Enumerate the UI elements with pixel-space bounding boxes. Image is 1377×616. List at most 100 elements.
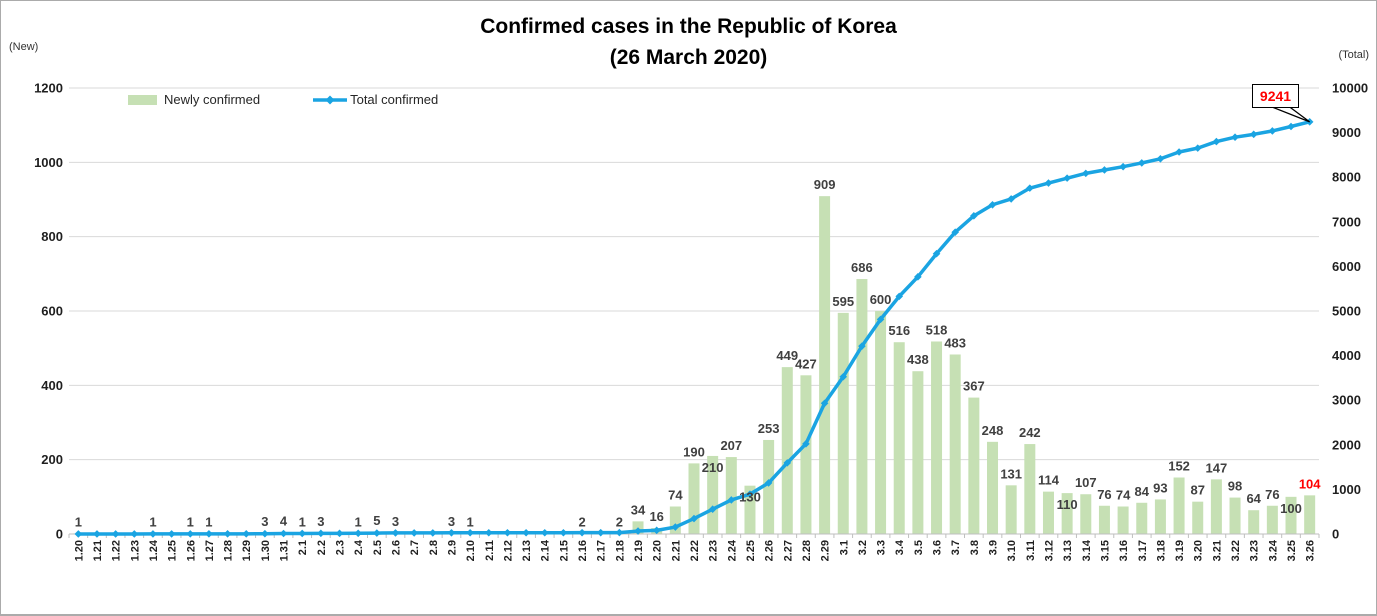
bar-value-label: 5 [373, 513, 380, 528]
chart-title: Confirmed cases in the Republic of Korea… [1, 11, 1376, 73]
bar-value-label: 248 [982, 423, 1004, 438]
x-axis-date-label: 2.28 [801, 540, 813, 561]
bar-newly-confirmed [1098, 505, 1110, 534]
bar-newly-confirmed [1210, 479, 1222, 534]
bar-value-label: 74 [1116, 487, 1131, 502]
chart-title-line2: (26 March 2020) [609, 46, 768, 69]
bar-value-label: 84 [1135, 484, 1150, 499]
legend-item-total-confirmed[interactable]: Total confirmed [312, 92, 438, 107]
x-axis-date-label: 2.18 [614, 540, 626, 561]
line-marker-diamond [1044, 179, 1053, 187]
right-axis-tick-label: 0 [1332, 527, 1339, 542]
bar-newly-confirmed [1304, 495, 1316, 534]
line-marker-diamond [540, 528, 549, 537]
right-axis-tick-label: 2000 [1332, 437, 1361, 452]
right-axis-tick-label: 5000 [1332, 304, 1361, 319]
x-axis-date-label: 3.14 [1081, 539, 1093, 561]
x-axis-date-label: 3.17 [1137, 540, 1149, 561]
legend-item-newly-confirmed[interactable]: Newly confirmed [128, 92, 260, 107]
left-axis-tick-label: 400 [41, 378, 63, 393]
bar-value-label: 34 [631, 502, 646, 517]
bar-value-label: 98 [1228, 479, 1242, 494]
bar-newly-confirmed [1042, 491, 1054, 534]
bar-value-label: 130 [739, 490, 761, 505]
line-marker-diamond [802, 440, 810, 448]
x-axis-date-label: 3.18 [1155, 540, 1167, 561]
x-axis-date-label: 2.29 [820, 540, 832, 561]
legend-label-newly-confirmed: Newly confirmed [164, 92, 261, 107]
line-marker-diamond [93, 530, 101, 538]
line-marker-diamond [354, 529, 362, 538]
bar-newly-confirmed [819, 196, 831, 534]
x-axis-date-label: 2.11 [484, 540, 496, 561]
bar-newly-confirmed [856, 279, 868, 534]
line-marker-diamond [167, 530, 176, 538]
bar-newly-confirmed [987, 441, 999, 534]
bar-value-label: 600 [870, 292, 892, 307]
bar-value-label: 2 [578, 514, 585, 529]
total-confirmed-swatch-icon [313, 95, 348, 104]
x-axis-date-label: 1.25 [167, 540, 179, 561]
line-marker-diamond [447, 528, 456, 537]
x-axis-date-label: 3.16 [1118, 540, 1130, 561]
bar-newly-confirmed [669, 506, 681, 534]
line-marker-diamond [410, 529, 418, 537]
bar-newly-confirmed [744, 485, 756, 534]
line-marker-diamond [764, 479, 773, 487]
bar-value-label: 1 [355, 515, 362, 530]
x-axis-date-label: 1.24 [148, 539, 160, 561]
x-axis-date-label: 2.16 [577, 540, 589, 561]
bar-value-label: 518 [926, 322, 948, 337]
x-axis-date-label: 2.8 [428, 540, 440, 555]
line-marker-diamond [130, 530, 139, 538]
x-axis-date-label: 3.1 [838, 540, 850, 555]
bar-value-label: 87 [1190, 483, 1204, 498]
bar-newly-confirmed [688, 463, 700, 534]
bar-newly-confirmed [1024, 444, 1036, 534]
line-marker-diamond [876, 315, 885, 324]
line-marker-diamond [1007, 195, 1015, 203]
x-axis-date-label: 3.25 [1286, 540, 1298, 561]
x-axis-date-label: 3.6 [932, 540, 944, 555]
right-axis-tick-label: 4000 [1332, 348, 1361, 363]
line-marker-diamond [298, 529, 307, 538]
x-axis-date-label: 3.3 [876, 540, 888, 555]
line-marker-diamond [522, 528, 530, 537]
line-marker-diamond [335, 529, 344, 538]
left-axis-tick-label: 800 [41, 229, 63, 244]
x-axis-date-label: 3.20 [1193, 540, 1205, 561]
line-marker-diamond [205, 530, 213, 538]
bar-newly-confirmed [912, 371, 924, 534]
line-marker-diamond [708, 505, 717, 514]
line-marker-diamond [820, 399, 829, 408]
x-axis-date-label: 2.22 [689, 540, 701, 561]
line-marker-diamond [429, 529, 437, 537]
bar-value-label: 367 [963, 379, 985, 394]
x-axis-date-label: 2.2 [316, 540, 328, 555]
line-marker-diamond [914, 273, 922, 281]
bar-value-label: 253 [758, 421, 780, 436]
bar-value-label: 104 [1299, 476, 1321, 491]
line-marker-diamond [1026, 184, 1034, 192]
chart-legend: Newly confirmed Total confirmed [128, 92, 438, 107]
bar-value-label: 4 [280, 514, 288, 529]
x-axis-date-label: 2.5 [372, 540, 384, 555]
line-marker-diamond [466, 528, 474, 537]
line-marker-diamond [1249, 130, 1258, 139]
line-marker-diamond [596, 528, 605, 537]
bar-newly-confirmed [1154, 499, 1166, 534]
x-axis-date-label: 2.25 [745, 540, 757, 561]
bar-value-label: 3 [261, 514, 268, 529]
x-axis-date-label: 3.15 [1099, 540, 1111, 561]
bar-newly-confirmed [763, 439, 775, 534]
bar-newly-confirmed [1285, 496, 1297, 534]
bar-newly-confirmed [968, 397, 980, 534]
bar-newly-confirmed [1248, 510, 1260, 534]
newly-confirmed-swatch-icon [128, 94, 157, 105]
line-marker-diamond [1119, 162, 1127, 171]
bar-value-label: 427 [795, 356, 817, 371]
bar-newly-confirmed [893, 342, 905, 534]
right-axis-tick-label: 9000 [1332, 125, 1361, 140]
x-axis-date-label: 3.23 [1249, 540, 1261, 561]
